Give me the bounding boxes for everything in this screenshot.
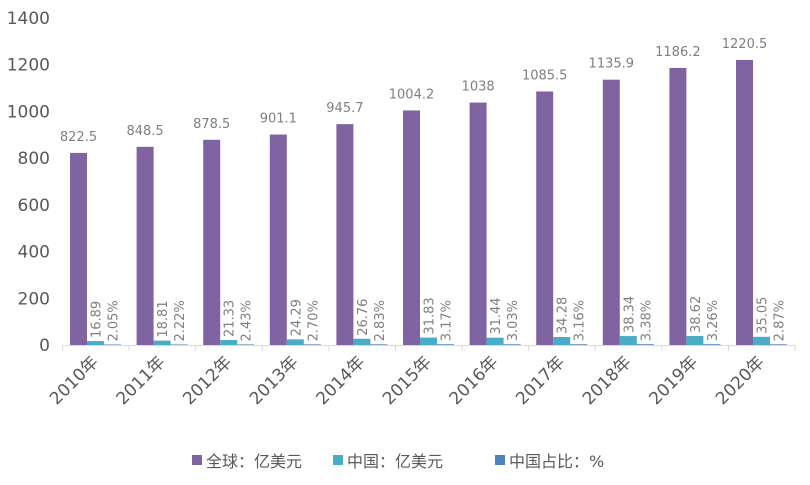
x-tick-label: 2018年 <box>579 352 636 409</box>
bar-global <box>736 59 753 345</box>
bar-china-share <box>770 344 787 345</box>
data-label-global: 878.5 <box>193 117 230 132</box>
bar-china-share <box>237 344 255 345</box>
data-label-china-share: 2.87% <box>773 300 788 341</box>
data-label-china: 38.62 <box>689 296 704 333</box>
bar-china-share <box>703 344 721 345</box>
x-tick-label: 2017年 <box>512 352 569 409</box>
data-label-china: 31.83 <box>423 297 438 334</box>
x-tick-label: 2020年 <box>712 352 769 409</box>
y-tick-label: 0 <box>39 336 50 356</box>
bar-global <box>469 102 487 345</box>
y-tick-label: 400 <box>18 243 50 263</box>
data-label-china-share: 3.03% <box>506 300 521 341</box>
bar-china-share <box>303 344 321 345</box>
data-label-global: 1135.9 <box>589 57 635 72</box>
x-tick-label: 2015年 <box>379 352 436 409</box>
data-label-china-share: 2.22% <box>173 300 188 341</box>
bar-china-share <box>104 344 121 346</box>
y-tick-label: 1400 <box>7 9 50 29</box>
data-label-china: 34.28 <box>556 297 571 334</box>
x-tick-label: 2014年 <box>312 352 369 409</box>
bar-global <box>536 91 554 345</box>
y-tick-label: 1000 <box>7 102 50 122</box>
legend-label: 中国占比：% <box>509 452 604 471</box>
data-label-china: 31.44 <box>489 297 504 334</box>
bar-china <box>87 341 104 345</box>
data-label-china-share: 2.70% <box>306 300 321 341</box>
bar-china <box>353 338 371 345</box>
bar-china <box>753 336 770 345</box>
data-label-china: 21.33 <box>223 300 238 337</box>
data-label-global: 1004.2 <box>389 87 435 102</box>
y-tick-label: 200 <box>18 289 50 309</box>
bar-global <box>269 134 287 345</box>
bar-global <box>602 79 620 345</box>
bar-china <box>619 336 637 345</box>
data-label-china: 24.29 <box>289 299 304 336</box>
bar-china <box>220 340 238 345</box>
data-label-china: 16.89 <box>90 301 105 338</box>
bar-china <box>286 339 304 345</box>
bar-global <box>336 124 354 345</box>
data-label-china-share: 2.05% <box>107 300 122 341</box>
data-label-global: 945.7 <box>326 101 363 116</box>
bar-global <box>70 152 87 345</box>
data-label-china: 18.81 <box>156 300 171 337</box>
legend-label: 中国：亿美元 <box>347 452 443 471</box>
bar-global <box>403 110 420 345</box>
x-tick-label: 2019年 <box>645 352 702 409</box>
bar-china-share <box>370 344 388 345</box>
data-label-global: 1038 <box>462 80 495 95</box>
data-label-china-share: 2.83% <box>373 300 388 341</box>
data-label-china-share: 3.26% <box>706 300 721 341</box>
x-tick-label: 2011年 <box>113 352 170 409</box>
x-tick-label: 2010年 <box>46 352 103 409</box>
bar-china <box>486 337 504 345</box>
data-label-china-share: 3.38% <box>639 300 654 341</box>
data-label-global: 822.5 <box>60 130 97 145</box>
bar-china <box>686 335 704 345</box>
legend-swatch <box>192 455 202 465</box>
bar-global <box>669 67 687 346</box>
legend-swatch <box>333 455 343 465</box>
y-tick-label: 600 <box>18 196 50 216</box>
bar-china-share <box>503 344 521 345</box>
bar-china-share <box>437 344 454 345</box>
x-tick-label: 2012年 <box>179 352 236 409</box>
data-label-china-share: 3.16% <box>573 300 588 341</box>
data-label-global: 848.5 <box>126 124 163 139</box>
data-label-china: 35.05 <box>756 297 771 334</box>
legend-label: 全球：亿美元 <box>206 452 302 471</box>
data-label-global: 1220.5 <box>722 37 768 52</box>
bar-china-share <box>170 344 188 345</box>
x-tick-label: 2016年 <box>446 352 503 409</box>
data-label-global: 901.1 <box>260 112 297 127</box>
bar-global <box>136 146 154 345</box>
bar-china <box>553 336 571 345</box>
data-label-china: 38.34 <box>622 296 637 333</box>
y-tick-label: 800 <box>18 149 50 169</box>
bar-china <box>153 340 171 345</box>
bar-china <box>420 337 437 345</box>
data-label-china: 26.76 <box>356 299 371 336</box>
data-label-global: 1085.5 <box>522 68 568 83</box>
bar-china-share <box>570 344 588 345</box>
legend-swatch <box>495 455 505 465</box>
y-tick-label: 1200 <box>7 56 50 76</box>
bar-china-share <box>636 344 654 345</box>
bar-global <box>203 139 221 345</box>
data-label-global: 1186.2 <box>655 45 701 60</box>
x-tick-label: 2013年 <box>246 352 303 409</box>
data-label-china-share: 3.17% <box>440 300 455 341</box>
data-label-china-share: 2.43% <box>240 300 255 341</box>
